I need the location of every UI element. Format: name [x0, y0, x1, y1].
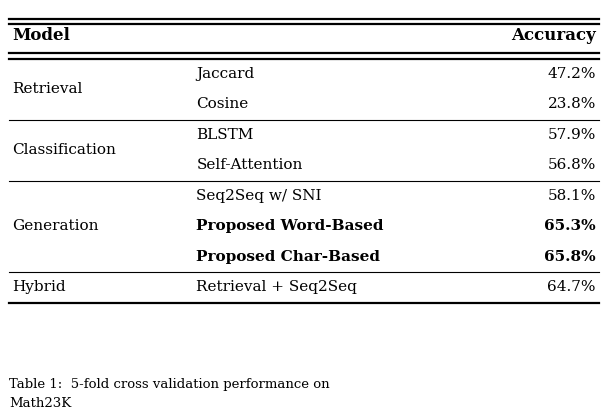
Text: 23.8%: 23.8% [547, 97, 596, 111]
Text: 58.1%: 58.1% [547, 189, 596, 203]
Text: Table 1:  5-fold cross validation performance on: Table 1: 5-fold cross validation perform… [9, 378, 330, 391]
Text: 65.3%: 65.3% [544, 219, 596, 233]
Text: Seq2Seq w/ SNI: Seq2Seq w/ SNI [196, 189, 322, 203]
Text: Retrieval: Retrieval [12, 82, 83, 96]
Text: Proposed Word-Based: Proposed Word-Based [196, 219, 384, 233]
Text: Hybrid: Hybrid [12, 280, 66, 294]
Text: 65.8%: 65.8% [544, 250, 596, 264]
Text: 57.9%: 57.9% [547, 128, 596, 142]
Text: 47.2%: 47.2% [547, 67, 596, 81]
Text: Model: Model [12, 28, 70, 44]
Text: Proposed Char-Based: Proposed Char-Based [196, 250, 381, 264]
Text: Generation: Generation [12, 219, 98, 233]
Text: Retrieval + Seq2Seq: Retrieval + Seq2Seq [196, 280, 358, 294]
Text: 56.8%: 56.8% [547, 158, 596, 172]
Text: Jaccard: Jaccard [196, 67, 255, 81]
Text: BLSTM: BLSTM [196, 128, 254, 142]
Text: Math23K: Math23K [9, 397, 71, 410]
Text: Accuracy: Accuracy [511, 28, 596, 44]
Text: Classification: Classification [12, 143, 116, 157]
Text: Self-Attention: Self-Attention [196, 158, 303, 172]
Text: Cosine: Cosine [196, 97, 249, 111]
Text: 64.7%: 64.7% [547, 280, 596, 294]
